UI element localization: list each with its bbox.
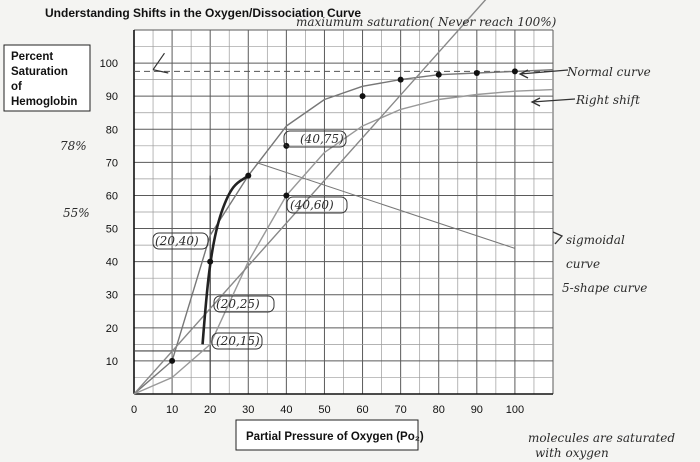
x-tick-label: 90 bbox=[471, 404, 483, 416]
data-point bbox=[397, 76, 404, 83]
svg-text:(20,40): (20,40) bbox=[155, 234, 199, 248]
guide-max-arrow bbox=[152, 52, 169, 74]
x-tick-label: 10 bbox=[166, 404, 178, 416]
label-point-40-60: (40,60) bbox=[286, 196, 348, 214]
annotation-left-55: 55% bbox=[63, 206, 90, 220]
guide-to-sigmoid bbox=[255, 161, 516, 249]
label-point-20-25: (20,25) bbox=[213, 295, 275, 313]
annotation-normal-arrow bbox=[518, 69, 569, 79]
x-tick-label: 30 bbox=[242, 404, 254, 416]
x-tick-label: 50 bbox=[318, 404, 330, 416]
helper-lines bbox=[134, 52, 553, 394]
chart-title: Understanding Shifts in the Oxygen/Disso… bbox=[45, 6, 361, 20]
y-axis-title-line-3: of bbox=[11, 81, 22, 93]
x-tick-label: 60 bbox=[356, 404, 368, 416]
annotation-right-shift: Right shift bbox=[575, 93, 640, 107]
y-tick-label: 70 bbox=[106, 157, 118, 169]
y-tick-label: 30 bbox=[106, 290, 118, 302]
y-axis-title-line-2: Saturation bbox=[11, 66, 68, 78]
x-axis-title: Partial Pressure of Oxygen (Po₂) bbox=[235, 419, 424, 451]
handwritten-annotations: maxiumum saturation( Never reach 100%) N… bbox=[60, 15, 675, 460]
y-axis-title-line-1: Percent bbox=[11, 51, 53, 63]
annotation-sigmoidal-bracket bbox=[552, 231, 564, 245]
tick-labels: 0 10 20 30 40 50 60 70 80 90 100 10 20 30 40 50 60 70 80 90… bbox=[100, 58, 524, 416]
x-tick-label: 80 bbox=[433, 404, 445, 416]
series-line-2 bbox=[133, 88, 554, 395]
data-point bbox=[207, 258, 214, 265]
series-lines bbox=[133, 0, 554, 395]
pen-highlight bbox=[201, 174, 250, 345]
annotation-sigmoidal: sigmoidal bbox=[566, 233, 625, 247]
annotation-curve: curve bbox=[566, 257, 600, 271]
label-point-20-40: (20,40) bbox=[152, 232, 209, 250]
data-point bbox=[169, 357, 176, 364]
annotation-left-78: 78% bbox=[60, 139, 87, 153]
y-tick-label: 10 bbox=[106, 356, 118, 368]
y-tick-label: 20 bbox=[106, 323, 118, 335]
annotation-molecules: molecules are saturated bbox=[528, 431, 675, 445]
y-axis-title-line-4: Hemoglobin bbox=[11, 96, 77, 108]
y-tick-label: 100 bbox=[100, 58, 118, 70]
x-tick-label: 0 bbox=[131, 404, 137, 416]
x-tick-label: 100 bbox=[506, 404, 524, 416]
y-tick-label: 90 bbox=[106, 91, 118, 103]
annotation-oxygen: with oxygen bbox=[535, 446, 609, 460]
x-tick-label: 40 bbox=[280, 404, 292, 416]
svg-text:(40,60): (40,60) bbox=[290, 198, 334, 212]
data-point bbox=[511, 68, 518, 75]
label-point-20-15: (20,15) bbox=[211, 332, 263, 350]
data-point bbox=[473, 70, 480, 77]
x-tick-label: 70 bbox=[395, 404, 407, 416]
svg-text:(20,15): (20,15) bbox=[216, 334, 260, 348]
y-tick-label: 80 bbox=[106, 124, 118, 136]
svg-text:(20,25): (20,25) bbox=[216, 297, 260, 311]
data-point bbox=[245, 172, 252, 179]
data-point bbox=[359, 93, 366, 100]
svg-text:(40,75): (40,75) bbox=[300, 132, 344, 146]
y-tick-label: 60 bbox=[106, 190, 118, 202]
x-tick-label: 20 bbox=[204, 404, 216, 416]
annotation-normal-curve: Normal curve bbox=[566, 65, 651, 79]
y-tick-label: 50 bbox=[106, 224, 118, 236]
series-line-1 bbox=[133, 69, 554, 395]
label-point-40-75: (40,75) bbox=[283, 130, 347, 148]
data-point bbox=[435, 71, 442, 78]
annotation-s-shape: 5-shape curve bbox=[562, 281, 647, 295]
x-axis-title-text: Partial Pressure of Oxygen (Po₂) bbox=[246, 431, 424, 443]
annotation-right-shift-arrow bbox=[530, 97, 576, 107]
annotation-maximum-saturation: maxiumum saturation( Never reach 100%) bbox=[296, 15, 557, 29]
y-axis-title: Percent Saturation of Hemoglobin bbox=[3, 44, 91, 112]
y-tick-label: 40 bbox=[106, 257, 118, 269]
data-point bbox=[283, 192, 290, 199]
